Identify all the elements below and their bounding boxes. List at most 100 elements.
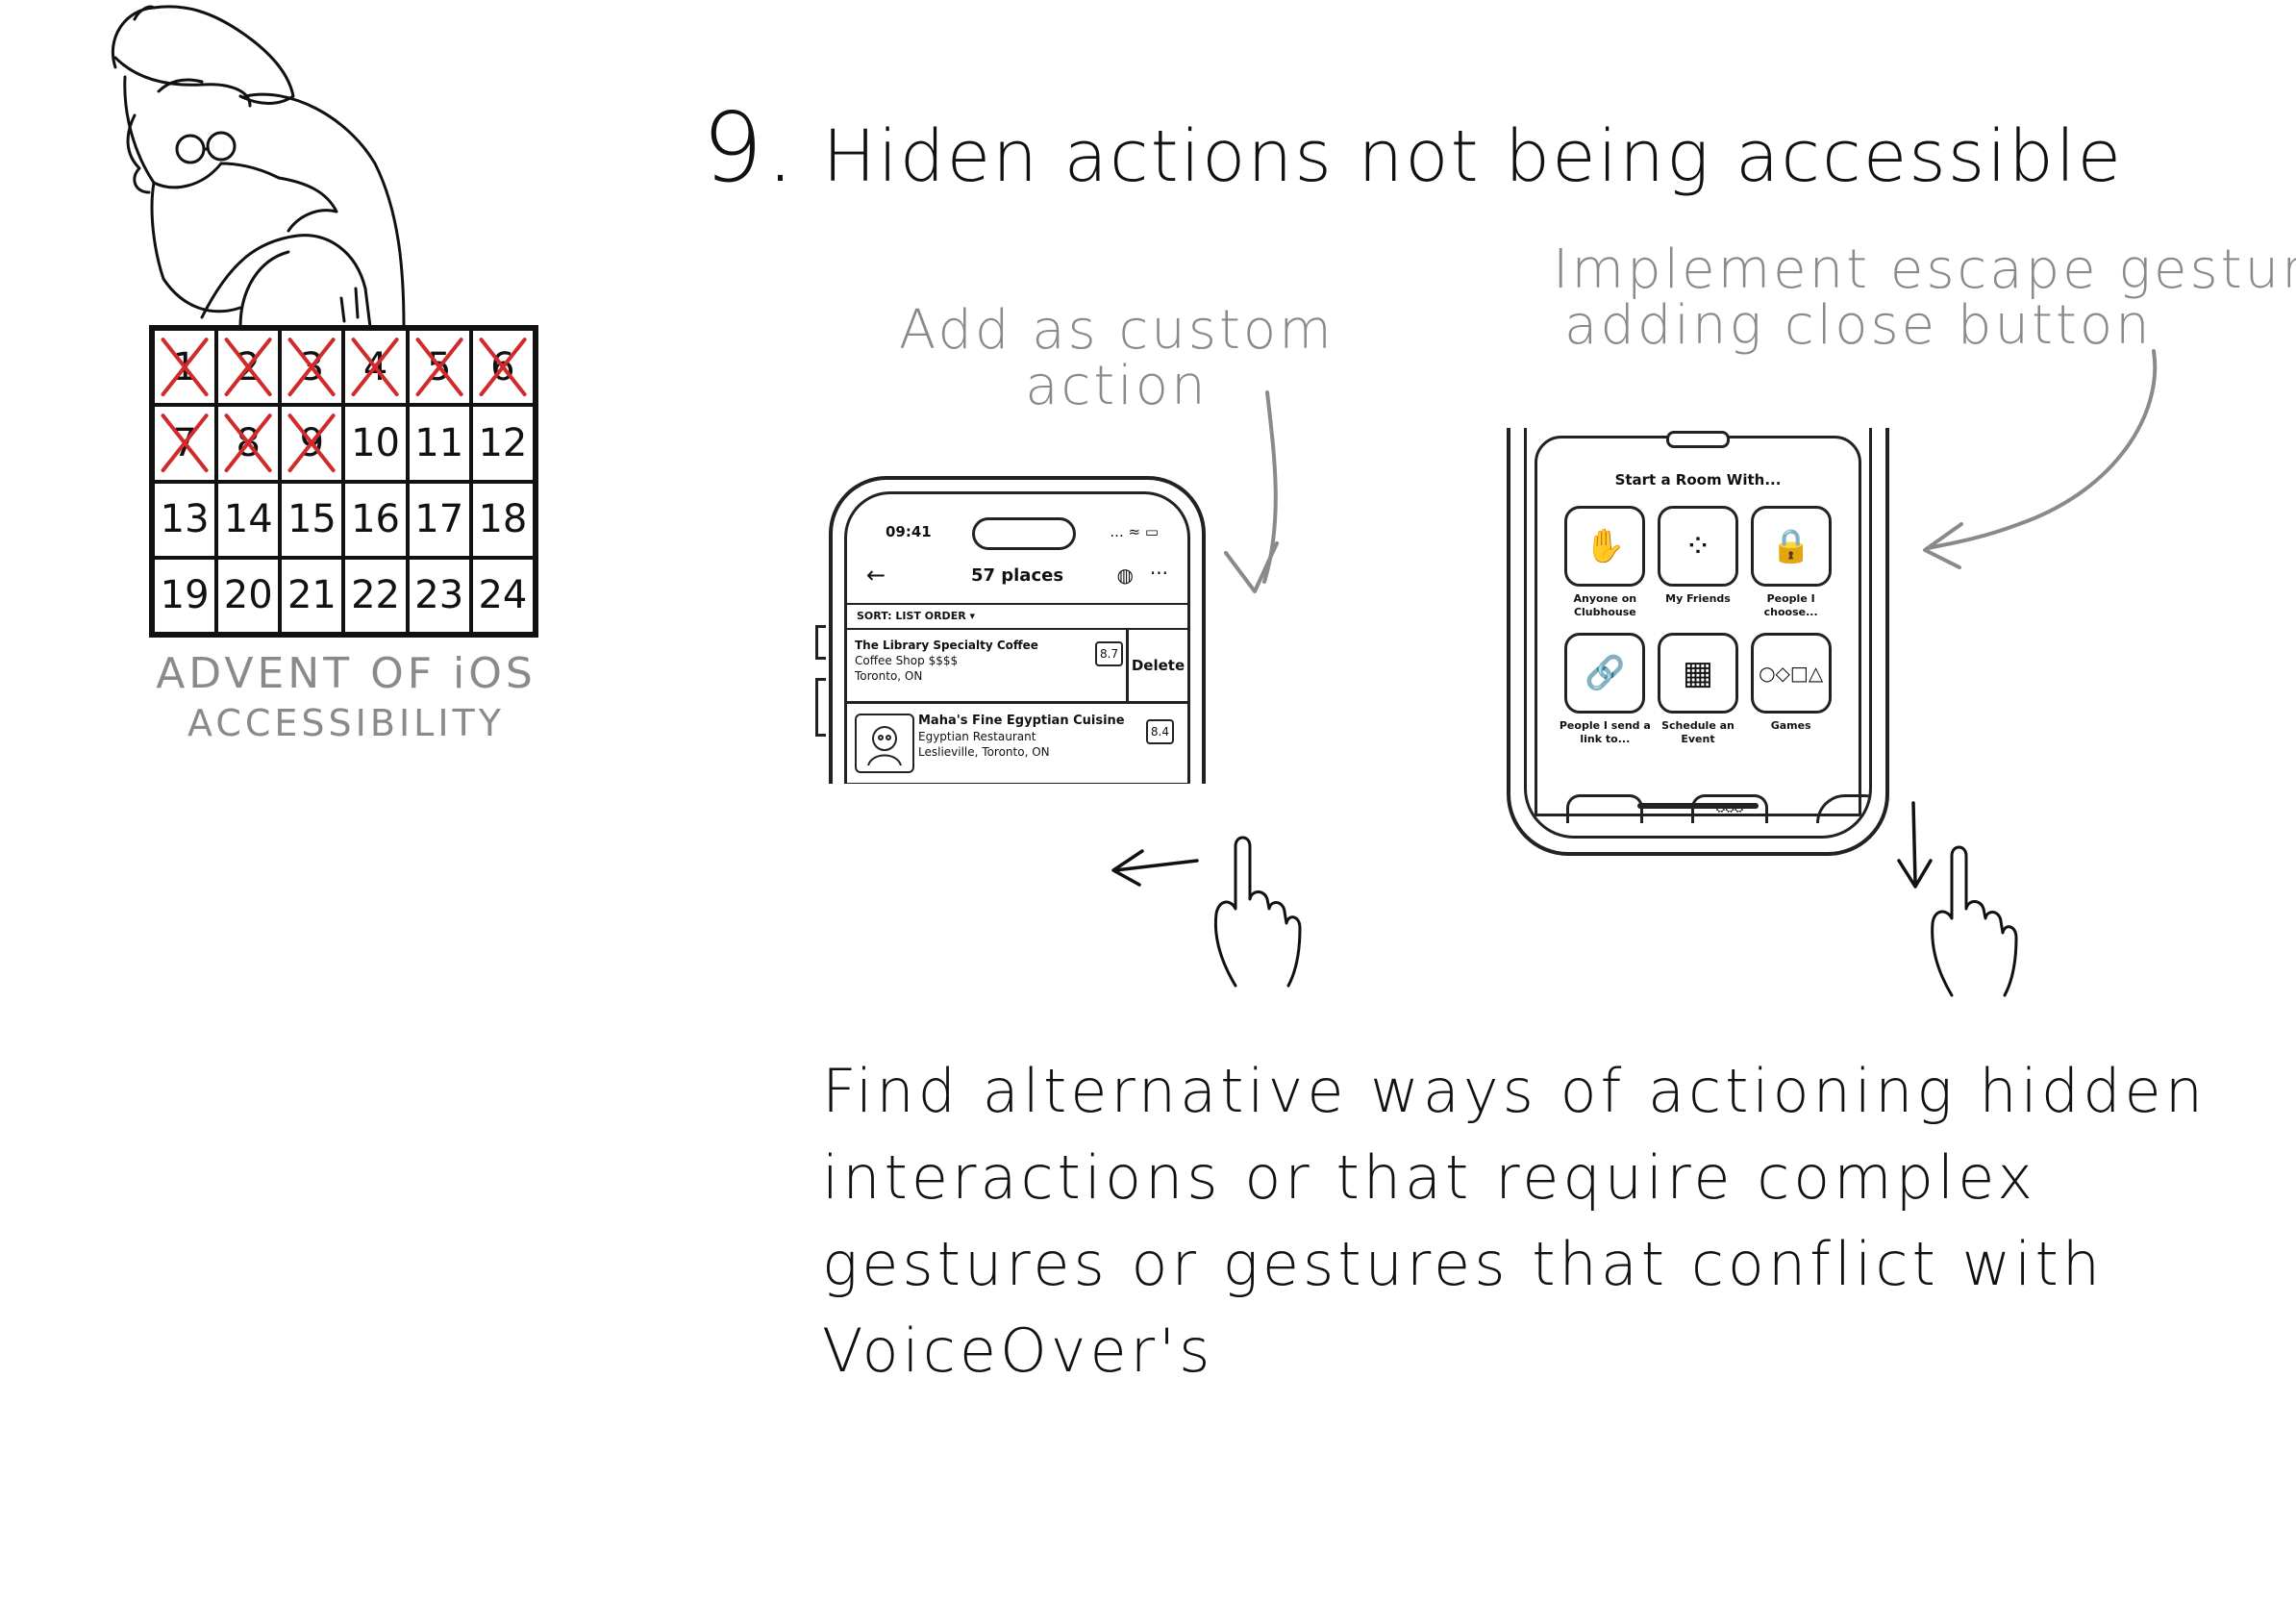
takeaway-line-3: gestures or gestures that conflict with xyxy=(822,1229,2105,1299)
annotation-arrowhead-left xyxy=(1224,541,1279,593)
calendar-day-number: 17 xyxy=(414,497,464,542)
room-option-label: My Friends xyxy=(1665,592,1731,605)
rating-badge: 8.4 xyxy=(1145,719,1174,744)
room-option-label: Schedule an Event xyxy=(1661,719,1734,745)
takeaway-text: Find alternative ways of actioning hidde… xyxy=(822,1048,2207,1394)
room-option-label: Games xyxy=(1770,719,1811,732)
room-option-icon: ⁘ xyxy=(1657,506,1738,587)
room-option-label: Anyone on Clubhouse xyxy=(1573,592,1637,618)
signal-icon: ... ≈ ▭ xyxy=(1110,523,1159,540)
calendar-day: 10 xyxy=(343,405,408,482)
place-location: Toronto, ON xyxy=(855,669,923,683)
delete-button[interactable]: Delete xyxy=(1126,630,1187,701)
dynamic-island xyxy=(972,517,1076,550)
calendar-day: 9 xyxy=(280,405,344,482)
cross-mark-icon xyxy=(224,337,272,397)
back-arrow-icon[interactable]: ← xyxy=(866,562,886,589)
calendar-day-number: 16 xyxy=(351,497,401,542)
calendar-day: 7 xyxy=(153,405,217,482)
room-option[interactable]: ⁘ My Friends xyxy=(1652,506,1745,619)
calendar-day: 21 xyxy=(280,557,344,634)
calendar-day-number: 15 xyxy=(287,497,337,542)
santa-illustration xyxy=(111,5,406,327)
title-text: Hiden actions not being accessible xyxy=(822,115,2123,198)
calendar-day: 1 xyxy=(153,329,217,406)
cross-mark-icon xyxy=(351,337,399,397)
calendar-day-number: 13 xyxy=(160,497,210,542)
calendar-day: 12 xyxy=(470,405,535,482)
title-number: 9. xyxy=(702,91,798,204)
cross-mark-icon xyxy=(287,413,336,473)
room-option[interactable]: ○◇□△ Games xyxy=(1744,633,1837,746)
calendar-day-number: 22 xyxy=(351,573,401,618)
calendar-day: 18 xyxy=(470,481,535,558)
calendar-day: 16 xyxy=(343,481,408,558)
calendar-day-number: 23 xyxy=(414,573,464,618)
cross-mark-icon xyxy=(479,337,527,397)
home-indicator[interactable] xyxy=(1637,803,1759,809)
calendar-day-number: 19 xyxy=(160,573,210,618)
room-option-label: People I choose... xyxy=(1763,592,1818,618)
place-name: The Library Specialty Coffee xyxy=(855,639,1038,652)
calendar-day-number: 18 xyxy=(478,497,528,542)
calendar-day: 23 xyxy=(407,557,471,634)
place-category: Egyptian Restaurant xyxy=(918,730,1036,743)
annotation-arrow-right xyxy=(1926,349,2158,550)
takeaway-line-1: Find alternative ways of actioning hidde… xyxy=(822,1056,2207,1126)
room-option-icon: 🔗 xyxy=(1564,633,1646,714)
nav-bar: ← 57 places ◍ ··· xyxy=(866,562,1168,594)
sort-control[interactable]: SORT: LIST ORDER ▾ xyxy=(847,603,1187,630)
calendar-day-number: 20 xyxy=(223,573,273,618)
cross-mark-icon xyxy=(161,337,209,397)
room-option[interactable]: 🔒 People I choose... xyxy=(1744,506,1837,619)
calendar-day-number: 21 xyxy=(287,573,337,618)
phone-side-button xyxy=(815,678,826,737)
escape-note-line-2: adding close button xyxy=(1564,294,2153,357)
sheet-grabber[interactable] xyxy=(1666,431,1730,448)
advent-calendar: 1 2 3 4 5 6 7 8 9 10 11 12 13 14 15 16 17 18 19 20 21 22 23 24 xyxy=(149,325,538,638)
globe-icon[interactable]: ◍ xyxy=(1116,564,1134,587)
custom-action-note-line-1: Add as custom xyxy=(899,299,1335,362)
pointing-hand-icon xyxy=(1213,836,1302,988)
room-options: ✋ Anyone on Clubhouse ⁘ My Friends 🔒 People I… xyxy=(1559,506,1837,746)
calendar-day-number: 12 xyxy=(478,420,528,465)
calendar-caption: ADVENT OF iOS ACCESSIBILITY xyxy=(135,649,558,744)
status-time: 09:41 xyxy=(886,523,932,540)
calendar-day: 5 xyxy=(407,329,471,406)
room-option-icon: 🔒 xyxy=(1750,506,1832,587)
calendar-day-number: 10 xyxy=(351,420,401,465)
calendar-day: 8 xyxy=(216,405,281,482)
page-title: 9. Hiden actions not being accessible xyxy=(702,91,2123,204)
calendar-day: 20 xyxy=(216,557,281,634)
phone-side-button xyxy=(815,625,826,660)
escape-note-line-1: Implement escape gesture, xyxy=(1553,238,2296,301)
more-icon[interactable]: ··· xyxy=(1149,562,1168,585)
place-category: Coffee Shop $$$$ xyxy=(855,654,959,667)
phone-places-list: 09:41 ... ≈ ▭ ← 57 places ◍ ··· SORT: LI… xyxy=(829,476,1206,784)
calendar-day: 22 xyxy=(343,557,408,634)
room-option-icon: ○◇□△ xyxy=(1750,633,1832,714)
room-option[interactable]: 🔗 People I send a link to... xyxy=(1559,633,1652,746)
calendar-day: 14 xyxy=(216,481,281,558)
calendar-day: 11 xyxy=(407,405,471,482)
caption-line-1: ADVENT OF iOS xyxy=(156,649,537,698)
place-name: Maha's Fine Egyptian Cuisine xyxy=(918,714,1125,728)
pointing-hand-icon xyxy=(1931,845,2018,997)
takeaway-line-4: VoiceOver's xyxy=(822,1316,1214,1386)
room-option[interactable]: ▦ Schedule an Event xyxy=(1652,633,1745,746)
place-thumbnail xyxy=(855,714,914,773)
calendar-day: 15 xyxy=(280,481,344,558)
calendar-day: 19 xyxy=(153,557,217,634)
sheet-title: Start a Room With... xyxy=(1614,471,1782,489)
swipe-left-arrow-icon xyxy=(1113,859,1199,872)
room-option-icon: ✋ xyxy=(1564,506,1646,587)
phone-room-sheet: Start a Room With... ✋ Anyone on Clubhous… xyxy=(1507,428,1889,856)
escape-gesture-note: Implement escape gesture, adding close b… xyxy=(1553,242,2296,354)
calendar-day: 3 xyxy=(280,329,344,406)
custom-action-note-line-2: action xyxy=(1025,355,1209,417)
list-item[interactable]: The Library Specialty Coffee Coffee Shop… xyxy=(847,630,1187,704)
caption-line-2: ACCESSIBILITY xyxy=(187,702,505,744)
takeaway-line-2: interactions or that require complex xyxy=(822,1142,2036,1213)
list-item[interactable]: Maha's Fine Egyptian Cuisine Egyptian Re… xyxy=(847,706,1187,784)
room-option[interactable]: ✋ Anyone on Clubhouse xyxy=(1559,506,1652,619)
